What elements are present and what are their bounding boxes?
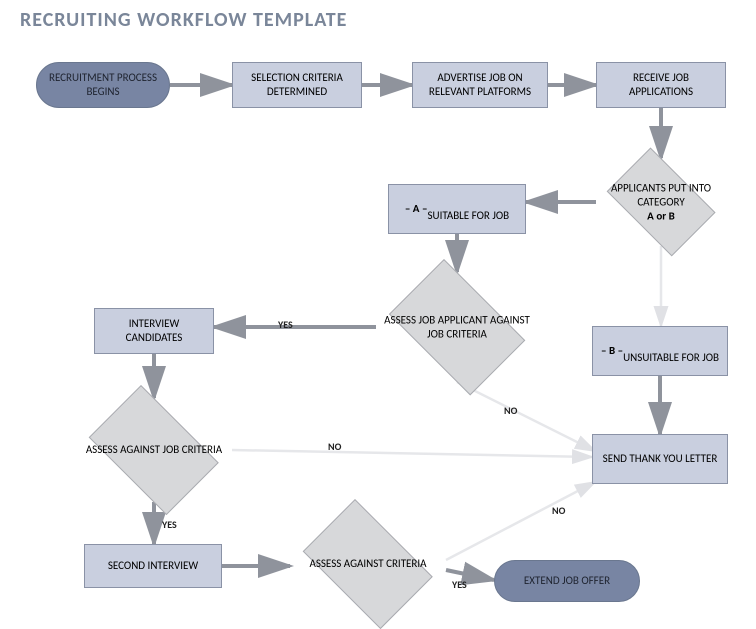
page-title: RECRUITING WORKFLOW TEMPLATE	[20, 8, 347, 32]
node-unsuitableB: – B –UNSUITABLE FOR JOB	[592, 326, 728, 376]
edge-assess2-thankyou	[232, 450, 592, 457]
node-label-assess3: ASSESS AGAINST CRITERIA	[298, 557, 438, 571]
node-criteria: SELECTION CRITERIA DETERMINED	[232, 62, 362, 108]
node-interview: INTERVIEW CANDIDATES	[94, 308, 214, 354]
edge-label-assess2-thankyou: NO	[328, 440, 341, 453]
node-suitableA: – A –SUITABLE FOR JOB	[388, 184, 526, 234]
edge-label-assess3-offer: YES	[452, 578, 467, 591]
node-offer: EXTEND JOB OFFER	[494, 560, 640, 602]
node-label-category: APPLICANTS PUT INTO CATEGORYA or B	[603, 181, 720, 222]
edge-label-assess3-thankyou: NO	[552, 504, 565, 517]
node-receive: RECEIVE JOB APPLICATIONS	[596, 62, 726, 108]
edge-label-assess1-thankyou: NO	[504, 404, 517, 417]
node-assess2: ASSESS AGAINST JOB CRITERIA	[76, 398, 232, 502]
node-label-assess2: ASSESS AGAINST JOB CRITERIA	[84, 443, 224, 457]
edge-label-assess1-interview: YES	[278, 318, 293, 331]
edge-label-assess2-second: YES	[162, 518, 177, 531]
node-category: APPLICANTS PUT INTO CATEGORYA or B	[596, 158, 726, 246]
node-start: RECRUITMENT PROCESS BEGINS	[36, 62, 170, 108]
node-assess3: ASSESS AGAINST CRITERIA	[290, 512, 446, 616]
node-second: SECOND INTERVIEW	[84, 544, 222, 588]
node-thankyou: SEND THANK YOU LETTER	[592, 434, 728, 484]
edge-assess3-thankyou	[446, 482, 595, 560]
edge-assess1-thankyou	[457, 382, 595, 451]
node-advertise: ADVERTISE JOB ON RELEVANT PLATFORMS	[412, 62, 548, 108]
node-assess1: ASSESS JOB APPLICANT AGAINST JOB CRITERI…	[376, 272, 538, 382]
node-label-assess1: ASSESS JOB APPLICANT AGAINST JOB CRITERI…	[384, 313, 530, 341]
